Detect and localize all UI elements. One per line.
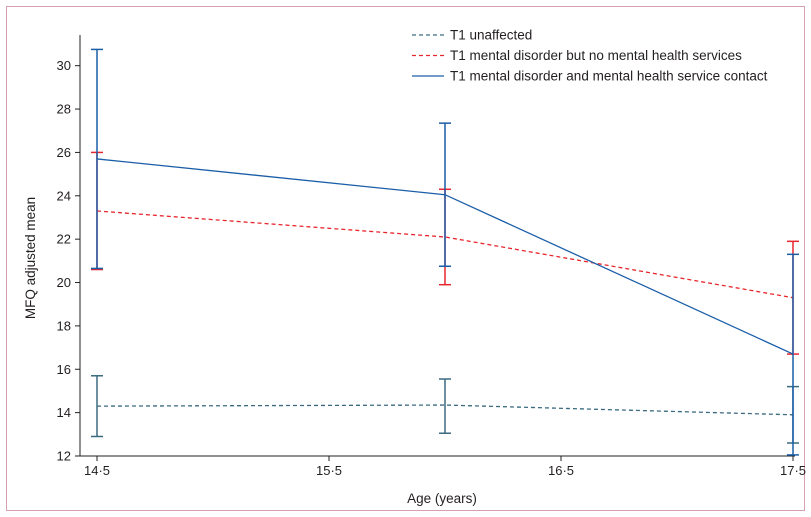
x-tick-label: 17·5 <box>780 463 806 478</box>
series-3 <box>91 48 799 456</box>
y-tick-label: 30 <box>57 58 71 73</box>
y-tick-label: 16 <box>57 362 71 377</box>
axes: 12 14 16 18 20 22 24 26 28 30 14·5 15·5 16·5 17·5 <box>57 35 806 478</box>
y-axis-title: MFQ adjusted mean <box>23 197 38 319</box>
y-tick-label: 14 <box>57 405 71 420</box>
series-line <box>96 210 794 299</box>
x-tick-label: 15·5 <box>316 463 342 478</box>
y-tick-label: 18 <box>57 318 71 333</box>
y-tick-label: 26 <box>57 145 71 160</box>
legend-label: T1 mental disorder but no mental health … <box>450 48 742 63</box>
legend-label: T1 mental disorder and mental health ser… <box>450 69 768 84</box>
y-tick-label: 12 <box>57 449 71 464</box>
y-tick-label: 22 <box>57 232 71 247</box>
x-tick-label: 14·5 <box>84 463 110 478</box>
y-tick-label: 28 <box>57 102 71 117</box>
x-axis-title: Age (years) <box>407 491 477 506</box>
y-tick-label: 24 <box>57 188 71 203</box>
series-1 <box>91 375 799 444</box>
x-tick-label: 16·5 <box>548 463 574 478</box>
figure-frame <box>6 6 805 511</box>
legend-label: T1 unaffected <box>450 28 532 43</box>
series-layer <box>91 48 799 456</box>
legend: T1 unaffected T1 mental disorder but no m… <box>412 28 768 84</box>
y-tick-label: 20 <box>57 275 71 290</box>
